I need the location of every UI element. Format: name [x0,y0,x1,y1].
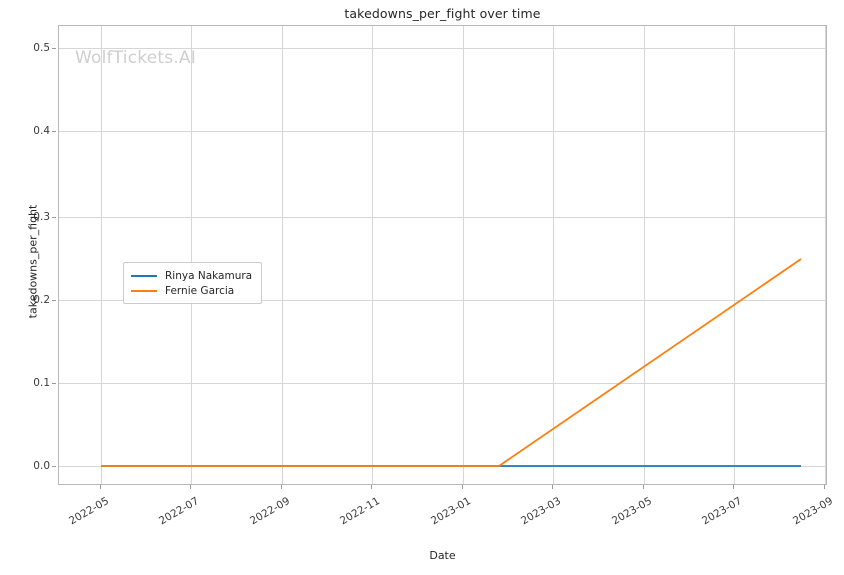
y-axis-label: takedowns_per_fight [26,204,40,319]
legend-swatch-icon [131,274,157,277]
gridline-x-2023-07 [734,26,735,484]
x-tick-label: 2022-09 [248,495,292,528]
x-tick-label: 2023-01 [429,495,473,528]
chart-legend: Rinya Nakamura Fernie Garcia [123,262,263,304]
x-tick-mark [100,485,101,489]
y-tick-label: 0.3 [33,211,50,223]
y-tick-label: 0.4 [33,125,50,137]
x-tick-label: 2023-03 [519,495,563,528]
gridline-x-2023-01 [463,26,464,484]
x-tick-mark [733,485,734,489]
legend-entry-fernie-garcia: Fernie Garcia [131,283,252,298]
gridline-y-0.3 [59,217,826,218]
series-line-fernie-garcia [101,258,802,467]
y-tick-mark [52,48,56,49]
y-tick-mark [52,131,56,132]
x-tick-mark [824,485,825,489]
series-plot [101,258,802,467]
gridline-y-0.5 [59,48,826,49]
chart-title: takedowns_per_fight over time [344,6,541,21]
x-tick-label: 2023-05 [610,495,654,528]
x-tick-label: 2022-07 [157,495,201,528]
gridline-x-2022-05 [101,26,102,484]
gridline-x-2022-07 [191,26,192,484]
legend-label: Rinya Nakamura [165,269,253,282]
y-tick-mark [52,466,56,467]
x-axis-ticks: 2022-05 2022-07 2022-09 2022-11 2023-01 … [0,485,844,555]
x-tick-label: 2023-09 [791,495,835,528]
plot-area: WolfTickets.AI Rinya Nakamura Fernie Gar… [58,25,827,485]
y-tick-label: 0.2 [33,294,50,306]
y-tick-label: 0.0 [33,460,50,472]
gridline-x-2022-11 [372,26,373,484]
x-axis-label: Date [429,549,456,562]
x-tick-label: 2022-05 [67,495,111,528]
y-tick-mark [52,300,56,301]
x-tick-mark [462,485,463,489]
y-tick-label: 0.1 [33,377,50,389]
gridline-y-0.4 [59,131,826,132]
y-tick-label: 0.5 [33,42,50,54]
gridline-x-2023-09 [825,26,826,484]
y-axis-ticks: 0.5 0.4 0.3 0.2 0.1 0.0 [0,25,50,485]
y-tick-mark [52,217,56,218]
gridline-x-2023-03 [553,26,554,484]
gridline-x-2023-05 [644,26,645,484]
legend-label: Fernie Garcia [165,284,235,297]
x-tick-label: 2023-07 [700,495,744,528]
gridline-y-0.2 [59,300,826,301]
y-tick-mark [52,383,56,384]
x-tick-mark [552,485,553,489]
gridline-x-2022-09 [282,26,283,484]
x-tick-label: 2022-11 [338,495,382,528]
watermark-text: WolfTickets.AI [75,48,196,68]
legend-swatch-icon [131,289,157,292]
x-tick-mark [281,485,282,489]
x-tick-mark [371,485,372,489]
x-tick-mark [190,485,191,489]
gridline-y-0.1 [59,383,826,384]
legend-entry-rinya-nakamura: Rinya Nakamura [131,268,252,283]
x-tick-mark [643,485,644,489]
